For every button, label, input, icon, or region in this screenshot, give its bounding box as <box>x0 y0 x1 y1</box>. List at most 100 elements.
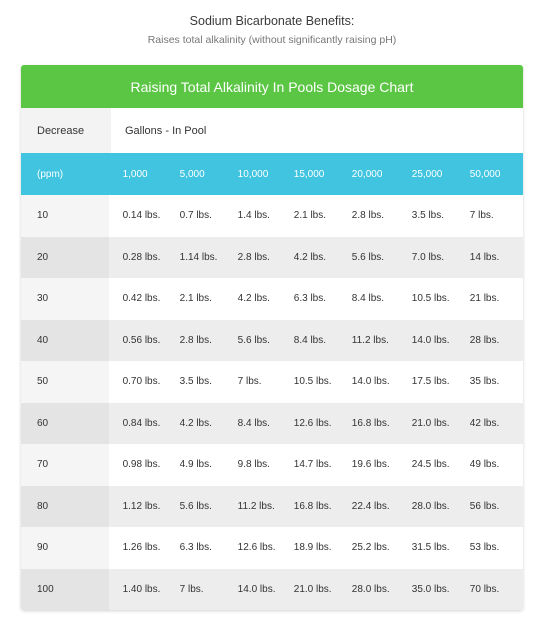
dosage-cell: 7.0 lbs. <box>411 251 445 263</box>
dosage-cell: 35 lbs. <box>469 376 500 388</box>
dosage-cell: 7 lbs. <box>237 376 262 388</box>
dosage-cell: 0.56 lbs. <box>122 334 161 346</box>
table-row: 80 1.12 lbs. 5.6 lbs. 11.2 lbs. 16.8 lbs. 22.… <box>21 485 523 527</box>
dosage-cell: 21 lbs. <box>469 293 500 305</box>
dosage-cell: 28.0 lbs. <box>411 500 450 512</box>
dosage-cell: 11.2 lbs. <box>237 500 275 512</box>
ppm-cell: 100 <box>21 568 109 610</box>
dosage-cell: 56 lbs. <box>469 500 500 512</box>
ppm-header: (ppm) <box>37 168 64 180</box>
ppm-cell: 90 <box>21 527 109 569</box>
dosage-cell: 1.4 lbs. <box>237 210 270 222</box>
column-header: 50,000 <box>469 168 501 180</box>
page-title: Sodium Bicarbonate Benefits: <box>189 14 355 28</box>
table-body: 10 0.14 lbs. 0.7 lbs. 1.4 lbs. 2.1 lbs. 2.8 l… <box>21 195 523 610</box>
dosage-cell: 5.6 lbs. <box>351 251 385 263</box>
dosage-cell: 11.2 lbs. <box>351 334 389 346</box>
dosage-chart-table: Raising Total Alkalinity In Pools Dosage… <box>21 65 523 610</box>
ppm-cell: 40 <box>21 319 109 361</box>
column-header-row: (ppm) 1,000 5,000 10,000 15,000 20,000 2… <box>21 153 523 195</box>
dosage-cell: 5.6 lbs. <box>179 500 212 512</box>
dosage-cell: 4.2 lbs. <box>237 293 270 305</box>
dosage-cell: 14.0 lbs. <box>411 334 450 346</box>
dosage-cell: 31.5 lbs. <box>411 542 450 554</box>
dosage-cell: 8.4 lbs. <box>351 293 385 305</box>
dosage-cell: 49 lbs. <box>469 459 500 471</box>
dosage-cell: 4.2 lbs. <box>179 417 212 429</box>
dosage-cell: 12.6 lbs. <box>237 542 276 554</box>
table-row: 40 0.56 lbs. 2.8 lbs. 5.6 lbs. 8.4 lbs. 11.2 … <box>21 319 523 361</box>
page-subtitle: Raises total alkalinity (without signifi… <box>147 34 397 46</box>
dosage-cell: 4.2 lbs. <box>293 251 327 263</box>
dosage-cell: 24.5 lbs. <box>411 459 450 471</box>
dosage-cell: 6.3 lbs. <box>293 293 327 305</box>
table-row: 70 0.98 lbs. 4.9 lbs. 9.8 lbs. 14.7 lbs. 19.6… <box>21 444 523 486</box>
dosage-cell: 21.0 lbs. <box>293 583 332 595</box>
ppm-cell: 20 <box>21 236 109 278</box>
column-header: 5,000 <box>179 168 205 180</box>
dosage-cell: 0.98 lbs. <box>122 459 161 471</box>
ppm-cell: 10 <box>21 195 109 237</box>
dosage-cell: 70 lbs. <box>469 583 500 595</box>
dosage-cell: 14.7 lbs. <box>293 459 332 471</box>
dosage-cell: 16.8 lbs. <box>293 500 332 512</box>
dosage-cell: 12.6 lbs. <box>293 417 332 429</box>
dosage-cell: 0.14 lbs. <box>122 210 161 222</box>
dosage-cell: 28 lbs. <box>469 334 500 346</box>
dosage-cell: 14.0 lbs. <box>237 583 276 595</box>
dosage-cell: 42 lbs. <box>469 417 500 429</box>
table-row: 50 0.70 lbs. 3.5 lbs. 7 lbs. 10.5 lbs. 14.0 l… <box>21 361 523 403</box>
dosage-cell: 7 lbs. <box>179 583 204 595</box>
dosage-cell: 1.26 lbs. <box>122 542 161 554</box>
dosage-cell: 2.1 lbs. <box>179 293 212 305</box>
dosage-cell: 2.8 lbs. <box>237 251 270 263</box>
dosage-cell: 0.42 lbs. <box>122 293 161 305</box>
table-row: 60 0.84 lbs. 4.2 lbs. 8.4 lbs. 12.6 lbs. 16.8… <box>21 402 523 444</box>
column-header: 1,000 <box>122 168 148 180</box>
ppm-cell: 30 <box>21 278 109 320</box>
table-row: 30 0.42 lbs. 2.1 lbs. 4.2 lbs. 6.3 lbs. 8.4 l… <box>21 278 523 320</box>
dosage-cell: 28.0 lbs. <box>351 583 390 595</box>
dosage-cell: 35.0 lbs. <box>411 583 450 595</box>
dosage-cell: 5.6 lbs. <box>237 334 270 346</box>
dosage-cell: 53 lbs. <box>469 542 500 554</box>
dosage-cell: 1.40 lbs. <box>122 583 161 595</box>
column-header: 10,000 <box>237 168 269 180</box>
dosage-cell: 9.8 lbs. <box>237 459 270 471</box>
dosage-cell: 10.5 lbs. <box>293 376 332 388</box>
ppm-cell: 60 <box>21 402 109 444</box>
table-banner: Raising Total Alkalinity In Pools Dosage… <box>21 65 523 108</box>
dosage-cell: 14 lbs. <box>469 251 500 263</box>
table-subheader: Decrease Gallons - In Pool <box>21 108 523 153</box>
dosage-cell: 4.9 lbs. <box>179 459 212 471</box>
dosage-cell: 8.4 lbs. <box>293 334 327 346</box>
dosage-cell: 1.14 lbs. <box>179 251 218 263</box>
dosage-cell: 21.0 lbs. <box>411 417 450 429</box>
dosage-cell: 1.12 lbs. <box>122 500 161 512</box>
column-header: 25,000 <box>411 168 443 180</box>
dosage-cell: 14.0 lbs. <box>351 376 390 388</box>
dosage-cell: 2.8 lbs. <box>179 334 212 346</box>
dosage-cell: 3.5 lbs. <box>411 210 445 222</box>
dosage-cell: 2.1 lbs. <box>293 210 327 222</box>
dosage-cell: 17.5 lbs. <box>411 376 450 388</box>
column-header: 20,000 <box>351 168 383 180</box>
ppm-cell: 50 <box>21 361 109 403</box>
gallons-label: Gallons - In Pool <box>125 124 207 137</box>
dosage-cell: 22.4 lbs. <box>351 500 390 512</box>
table-row: 90 1.26 lbs. 6.3 lbs. 12.6 lbs. 18.9 lbs. 25.… <box>21 527 523 569</box>
dosage-cell: 19.6 lbs. <box>351 459 390 471</box>
ppm-cell: 70 <box>21 444 109 486</box>
dosage-cell: 8.4 lbs. <box>237 417 270 429</box>
dosage-cell: 0.84 lbs. <box>122 417 161 429</box>
dosage-cell: 6.3 lbs. <box>179 542 212 554</box>
dosage-cell: 0.70 lbs. <box>122 376 161 388</box>
dosage-cell: 18.9 lbs. <box>293 542 332 554</box>
table-row: 100 1.40 lbs. 7 lbs. 14.0 lbs. 21.0 lbs. 28.0… <box>21 568 523 610</box>
ppm-cell: 80 <box>21 485 109 527</box>
dosage-cell: 16.8 lbs. <box>351 417 390 429</box>
dosage-cell: 25.2 lbs. <box>351 542 390 554</box>
dosage-cell: 2.8 lbs. <box>351 210 385 222</box>
dosage-cell: 0.7 lbs. <box>179 210 212 222</box>
dosage-cell: 0.28 lbs. <box>122 251 161 263</box>
